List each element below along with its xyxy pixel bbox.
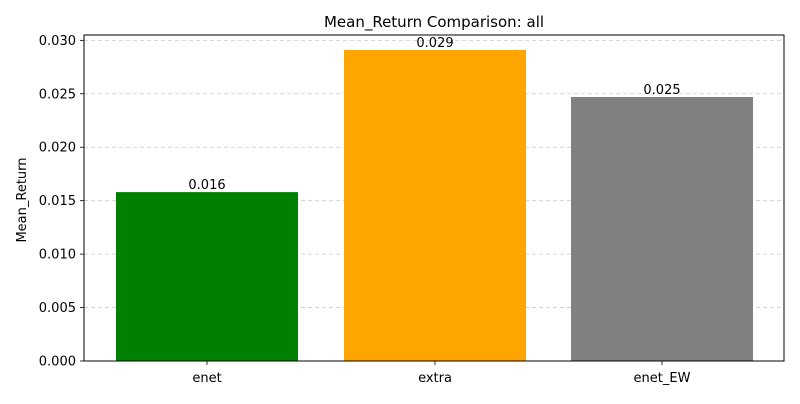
data-label: 0.025 [643,83,680,98]
data-label: 0.016 [188,178,225,193]
y-axis-label: Mean_Return [15,157,30,242]
plot-frame [83,34,785,362]
chart-title: Mean_Return Comparison: all [324,13,544,32]
x-tick-label: extra [418,371,452,386]
y-tick-label: 0.020 [39,141,76,156]
y-tick-label: 0.025 [39,87,76,102]
bar-enet-ew [571,96,753,362]
bar-enet [116,192,298,361]
data-labels: 0.016 0.029 0.025 [188,36,680,193]
data-label: 0.029 [416,36,453,51]
y-tick-label: 0.030 [39,34,76,49]
bars [116,49,753,362]
y-tick-label: 0.015 [39,194,76,209]
y-tick-label: 0.000 [39,355,76,370]
x-tick-label: enet [192,371,221,386]
y-tick-label: 0.005 [39,301,76,316]
y-tick-label: 0.010 [39,248,76,263]
x-tick-label: enet_EW [634,371,691,386]
axes: 0.000 0.005 0.010 0.015 0.020 0.025 0.030 enet e… [39,34,785,386]
bar-extra [344,49,526,362]
